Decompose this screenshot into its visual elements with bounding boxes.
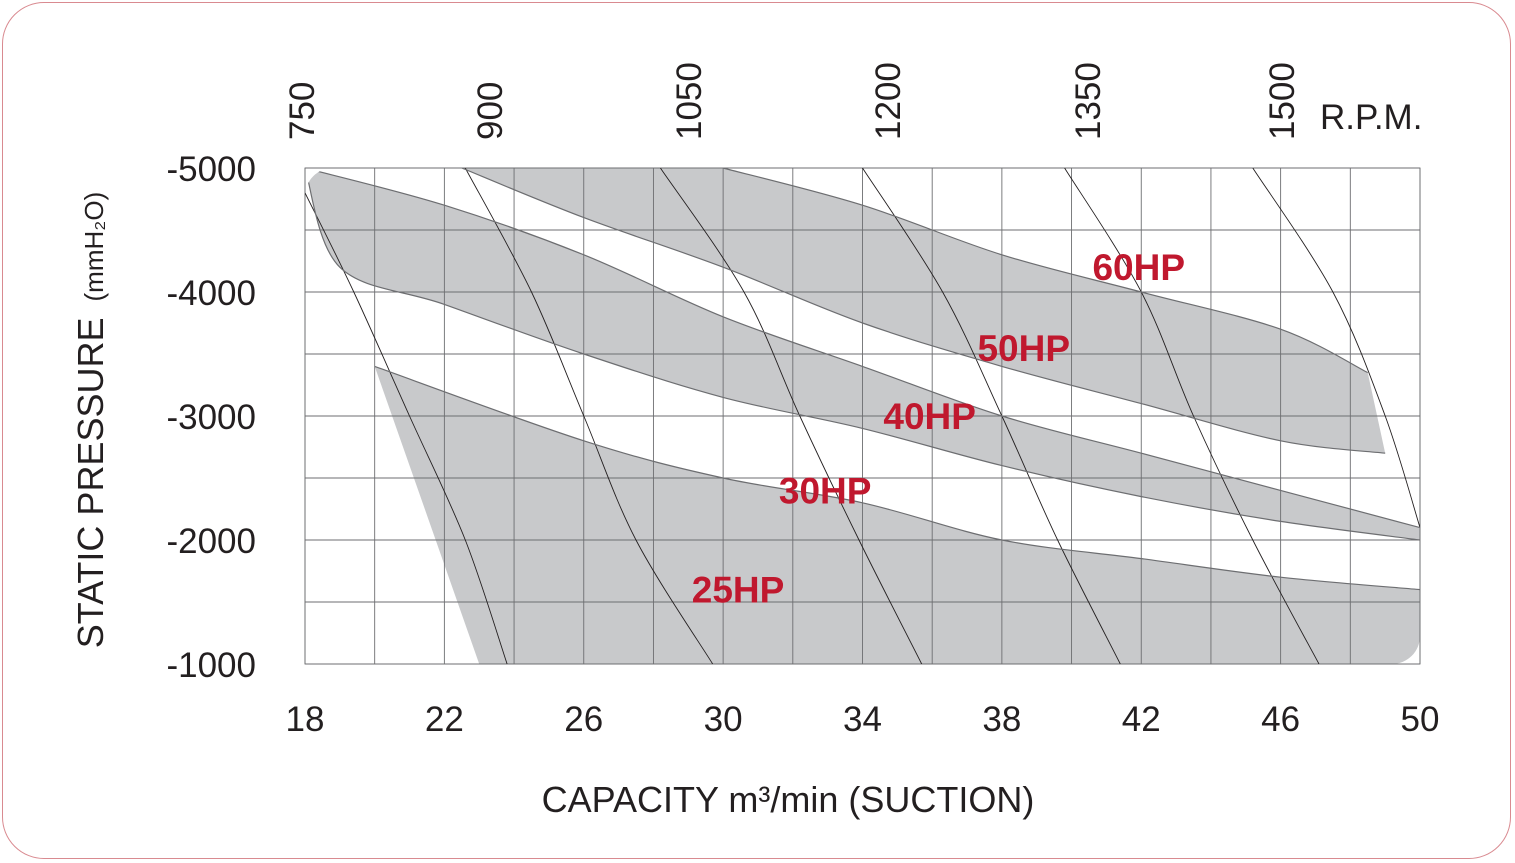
hp-label-60hp: 60HP xyxy=(1092,247,1185,288)
x-axis-ticks: 18 22 26 30 34 38 42 46 50 xyxy=(286,700,1440,739)
x-tick-label: 34 xyxy=(843,700,882,739)
band-25hp xyxy=(374,366,1420,664)
rpm-labels: 750 900 1050 1200 1350 1500 xyxy=(283,62,1302,140)
hp-curve-30hp xyxy=(305,168,1420,529)
rpm-curve-900 xyxy=(464,168,714,664)
rpm-curve-1050 xyxy=(660,168,923,664)
band-50-60hp xyxy=(461,168,1386,454)
hp-curve-40hp xyxy=(305,168,1420,541)
y-axis-title-unit: (mmH₂O) xyxy=(79,192,109,302)
y-tick-label: -2000 xyxy=(166,522,256,561)
rpm-curves xyxy=(305,168,1420,664)
x-tick-label: 38 xyxy=(982,700,1021,739)
y-tick-label: -3000 xyxy=(166,398,256,437)
rpm-label-1050: 1050 xyxy=(670,62,709,140)
rpm-unit-label: R.P.M. xyxy=(1320,98,1422,137)
hp-label-30hp: 30HP xyxy=(779,470,872,511)
x-tick-label: 50 xyxy=(1401,700,1440,739)
x-tick-label: 18 xyxy=(286,700,325,739)
hp-label-40hp: 40HP xyxy=(883,396,976,437)
hp-curve-60hp xyxy=(722,168,1368,374)
y-axis-title: STATIC PRESSURE (mmH₂O) xyxy=(70,192,111,648)
x-tick-label: 42 xyxy=(1122,700,1161,739)
rpm-label-1200: 1200 xyxy=(869,62,908,140)
x-tick-label: 30 xyxy=(704,700,743,739)
y-tick-label: -1000 xyxy=(166,646,256,685)
x-tick-label: 26 xyxy=(564,700,603,739)
hp-label-50hp: 50HP xyxy=(977,328,1070,369)
rpm-curve-1350 xyxy=(1064,168,1320,664)
y-axis-ticks: -5000 -4000 -3000 -2000 -1000 xyxy=(166,150,256,685)
x-axis-title: CAPACITY m³/min (SUCTION) xyxy=(542,779,1035,820)
rpm-label-1350: 1350 xyxy=(1069,62,1108,140)
rpm-curve-750 xyxy=(305,192,508,664)
rpm-label-1500: 1500 xyxy=(1263,62,1302,140)
hp-curve-25hp xyxy=(374,365,1420,591)
y-tick-label: -5000 xyxy=(166,150,256,189)
y-tick-label: -4000 xyxy=(166,274,256,313)
x-tick-label: 22 xyxy=(425,700,464,739)
rpm-curve-1500 xyxy=(1252,168,1420,528)
hp-curve-50hp xyxy=(461,168,1386,454)
rpm-label-900: 900 xyxy=(471,82,510,140)
x-tick-label: 46 xyxy=(1261,700,1300,739)
hp-label-25hp: 25HP xyxy=(692,570,785,611)
rpm-label-750: 750 xyxy=(283,82,322,140)
y-axis-title-main: STATIC PRESSURE xyxy=(70,318,111,649)
